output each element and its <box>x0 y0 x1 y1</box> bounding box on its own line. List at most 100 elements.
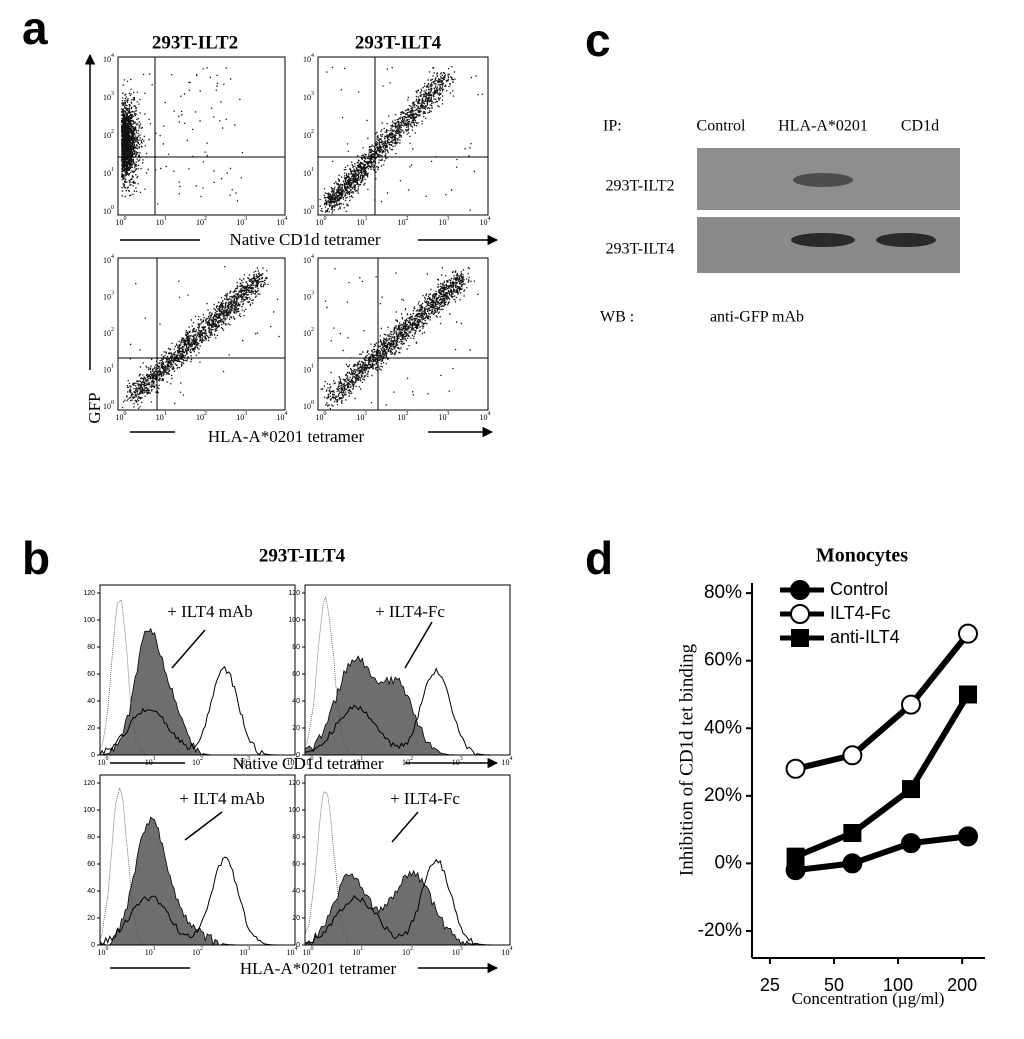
tick-exponent: 3 <box>111 291 114 297</box>
plot-frame <box>117 257 286 411</box>
tick-base: 10 <box>239 758 247 767</box>
lane-label: CD1d <box>901 118 939 135</box>
tick-label: 103 <box>239 756 250 766</box>
tick-base: 10 <box>103 256 111 265</box>
tick-exponent: 4 <box>510 946 513 952</box>
tick-label: 104 <box>287 756 298 766</box>
tick-label: 100 <box>303 946 314 956</box>
series-line <box>794 692 971 860</box>
chart-title: Monocytes <box>816 545 908 567</box>
marker <box>902 780 921 799</box>
tick-base: 10 <box>303 256 311 265</box>
tick-base: 10 <box>402 948 410 957</box>
tick-base: 10 <box>103 169 111 178</box>
tick-label: 100 <box>303 205 314 215</box>
tick-base: 10 <box>277 218 285 227</box>
tick-label: 120 <box>83 590 95 597</box>
tick-base: 10 <box>156 413 164 422</box>
dot-cloud <box>320 267 479 410</box>
histogram-control <box>304 790 510 946</box>
tick-label: 100 <box>303 400 314 410</box>
tick-label: 104 <box>277 411 288 421</box>
tick-label: 100 <box>83 807 95 814</box>
tick-exponent: 3 <box>460 946 463 952</box>
x-tick-label: 200 <box>947 975 977 995</box>
tick-label: 120 <box>83 780 95 787</box>
marker <box>843 824 862 842</box>
y-tick-label: 80% <box>704 582 742 603</box>
tick-label: 100 <box>116 411 127 421</box>
y-tick-label: 20% <box>704 785 742 806</box>
tick-label: 40 <box>87 888 95 895</box>
tick-label: 100 <box>103 400 114 410</box>
tick-base: 10 <box>303 131 311 140</box>
tick-exponent: 1 <box>365 216 368 222</box>
tick-label: 103 <box>303 91 314 101</box>
tick-label: 103 <box>236 216 247 226</box>
tick-label: 102 <box>196 411 207 421</box>
x-tick-label: 100 <box>883 975 913 995</box>
y-tick-label: 0% <box>715 852 743 873</box>
plot-frame <box>99 584 296 756</box>
tick-base: 10 <box>196 218 204 227</box>
treatment-label: + ILT4 mAb <box>167 602 252 621</box>
tick-label: 102 <box>192 946 203 956</box>
tick-label: 80 <box>292 644 300 651</box>
tick-base: 10 <box>277 413 285 422</box>
tick-base: 10 <box>236 413 244 422</box>
tick-label: 103 <box>452 756 463 766</box>
tick-exponent: 0 <box>311 400 314 406</box>
x-tick-label: 25 <box>760 975 780 995</box>
tick-base: 10 <box>303 55 311 64</box>
tick-exponent: 3 <box>311 91 314 97</box>
tick-exponent: 1 <box>311 364 314 370</box>
tick-base: 10 <box>480 413 488 422</box>
tick-exponent: 4 <box>510 756 513 762</box>
tick-label: 101 <box>303 167 314 177</box>
tick-exponent: 2 <box>311 327 314 333</box>
tick-label: 104 <box>303 254 314 264</box>
tick-label: 0 <box>91 942 95 949</box>
tick-exponent: 4 <box>285 411 288 417</box>
tick-base: 10 <box>352 948 360 957</box>
tick-label: 102 <box>398 411 409 421</box>
tick-exponent: 0 <box>324 216 327 222</box>
tick-exponent: 4 <box>285 216 288 222</box>
axis-label: Native CD1d tetramer <box>229 230 380 249</box>
tick-exponent: 2 <box>410 756 413 762</box>
tick-label: 40 <box>292 888 300 895</box>
tick-base: 10 <box>303 169 311 178</box>
tick-base: 10 <box>402 758 410 767</box>
tick-label: 103 <box>103 291 114 301</box>
tick-label: 100 <box>316 216 327 226</box>
panel-letter: b <box>22 532 50 584</box>
panel-letter: c <box>585 14 611 66</box>
tick-exponent: 1 <box>153 946 156 952</box>
plot-frame <box>304 584 511 756</box>
marker <box>790 604 810 624</box>
plot-frame <box>317 56 489 216</box>
marker <box>786 847 805 866</box>
marker <box>901 694 922 715</box>
tick-label: 100 <box>316 411 327 421</box>
tick-base: 10 <box>98 758 106 767</box>
tick-label: 100 <box>103 205 114 215</box>
tick-label: 104 <box>103 53 114 63</box>
tick-label: 101 <box>156 216 167 226</box>
tick-label: 40 <box>87 698 95 705</box>
tick-base: 10 <box>502 948 510 957</box>
plot-frame <box>117 56 286 216</box>
tick-base: 10 <box>452 758 460 767</box>
y-tick-label: 40% <box>704 717 742 738</box>
tick-label: 104 <box>303 53 314 63</box>
tick-base: 10 <box>145 758 153 767</box>
tick-base: 10 <box>236 218 244 227</box>
tick-label: 102 <box>398 216 409 226</box>
tick-exponent: 1 <box>153 756 156 762</box>
tick-base: 10 <box>192 758 200 767</box>
tick-base: 10 <box>303 402 311 411</box>
tick-base: 10 <box>303 329 311 338</box>
tick-exponent: 3 <box>247 756 250 762</box>
antibody-label: anti-GFP mAb <box>710 309 804 326</box>
tick-label: 103 <box>239 946 250 956</box>
